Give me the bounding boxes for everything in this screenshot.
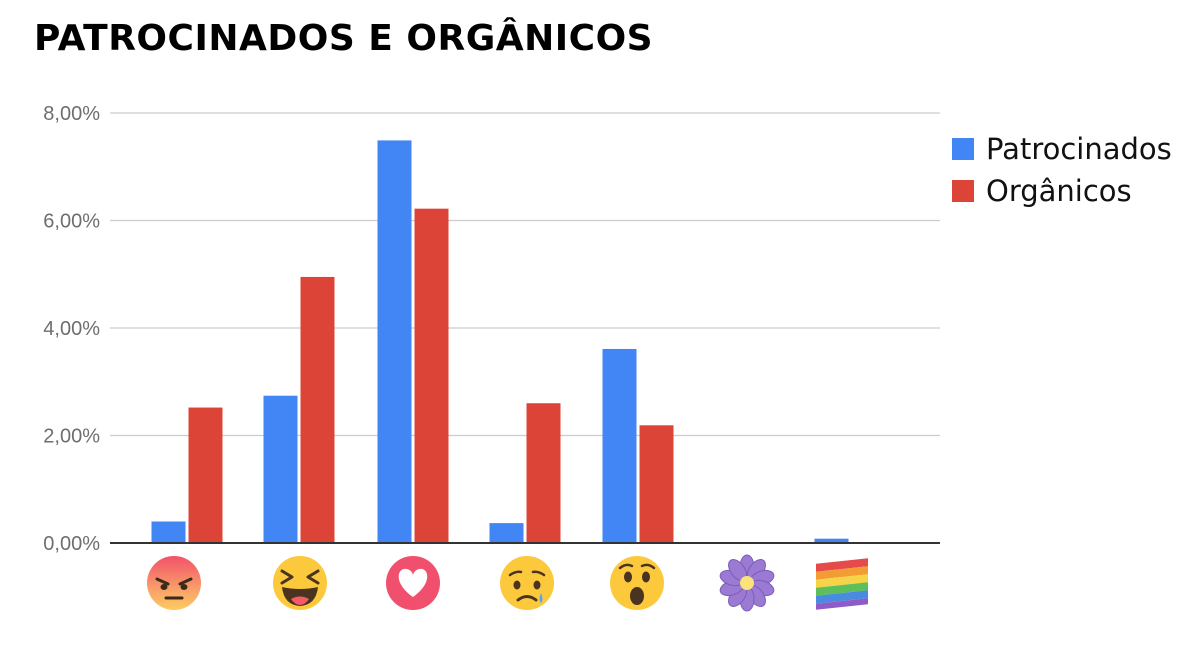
legend-item-patrocinados[interactable]: Patrocinados xyxy=(952,128,1172,170)
legend-swatch-organicos xyxy=(952,180,974,202)
bar-patrocinados-love-reaction[interactable] xyxy=(377,140,412,543)
angry-reaction-icon xyxy=(147,556,201,610)
sad-reaction-icon xyxy=(500,556,554,610)
legend: Patrocinados Orgânicos xyxy=(952,128,1172,212)
bar-organicos-sad-reaction[interactable] xyxy=(526,403,561,543)
y-tick-label: 2,00% xyxy=(43,426,100,448)
y-tick-label: 0,00% xyxy=(43,533,100,555)
bar-patrocinados-pride-rainbow-reaction[interactable] xyxy=(814,538,849,543)
bar-organicos-wow-reaction[interactable] xyxy=(639,425,674,543)
bar-patrocinados-angry-reaction[interactable] xyxy=(151,521,186,544)
chart-title: PATROCINADOS E ORGÂNICOS xyxy=(34,18,654,59)
wow-reaction-icon xyxy=(610,556,664,610)
love-reaction-icon xyxy=(386,556,440,610)
bar-organicos-haha-reaction[interactable] xyxy=(300,276,335,543)
legend-label-organicos: Orgânicos xyxy=(986,174,1132,208)
y-tick-label: 4,00% xyxy=(43,318,100,340)
y-tick-label: 6,00% xyxy=(43,211,100,233)
bar-organicos-angry-reaction[interactable] xyxy=(188,407,223,543)
pride-rainbow-reaction-icon xyxy=(816,558,868,610)
y-tick-label: 8,00% xyxy=(43,103,100,125)
bar-organicos-love-reaction[interactable] xyxy=(414,208,449,544)
haha-reaction-icon xyxy=(273,556,327,610)
legend-label-patrocinados: Patrocinados xyxy=(986,132,1172,166)
bar-patrocinados-wow-reaction[interactable] xyxy=(602,348,637,543)
bar-patrocinados-sad-reaction[interactable] xyxy=(489,523,524,543)
legend-swatch-patrocinados xyxy=(952,138,974,160)
thankful-flower-reaction-icon xyxy=(719,554,775,612)
legend-item-organicos[interactable]: Orgânicos xyxy=(952,170,1172,212)
bar-patrocinados-haha-reaction[interactable] xyxy=(263,395,298,543)
